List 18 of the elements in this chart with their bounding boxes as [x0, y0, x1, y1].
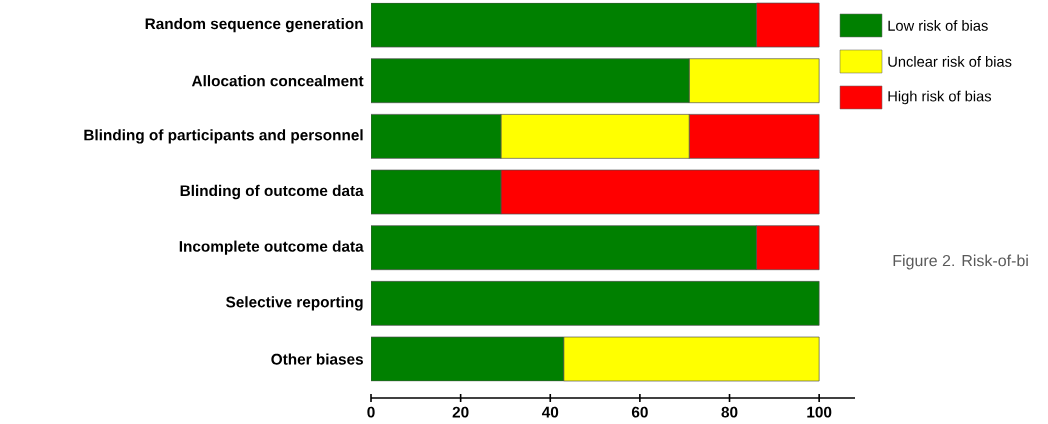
y-tick-label: Incomplete outcome data	[179, 240, 364, 255]
y-tick-label: Blinding of participants and personnel	[84, 129, 363, 144]
y-tick-label: Selective reporting	[226, 296, 363, 311]
legend-label: High risk of bias	[888, 90, 992, 105]
x-tick-label: 80	[721, 406, 738, 418]
y-tick-label: Other biases	[271, 353, 363, 365]
x-tick-label: 20	[452, 406, 469, 418]
y-tick-label: Random sequence generation	[145, 17, 363, 33]
y-tick-label: Allocation concealment	[191, 75, 364, 87]
x-tick-label: 100	[807, 406, 832, 418]
legend-label: Unclear risk of bias	[888, 56, 1012, 67]
y-tick-label: Blinding of outcome data	[180, 184, 364, 200]
text: Low risk of bias	[888, 20, 988, 31]
x-tick-label: 0	[367, 406, 375, 418]
caption: Figure 2. Risk-of-bi	[893, 254, 1028, 270]
x-tick-label: 40	[541, 406, 559, 418]
bar	[371, 281, 820, 326]
x-tick-label: 60	[631, 406, 648, 418]
